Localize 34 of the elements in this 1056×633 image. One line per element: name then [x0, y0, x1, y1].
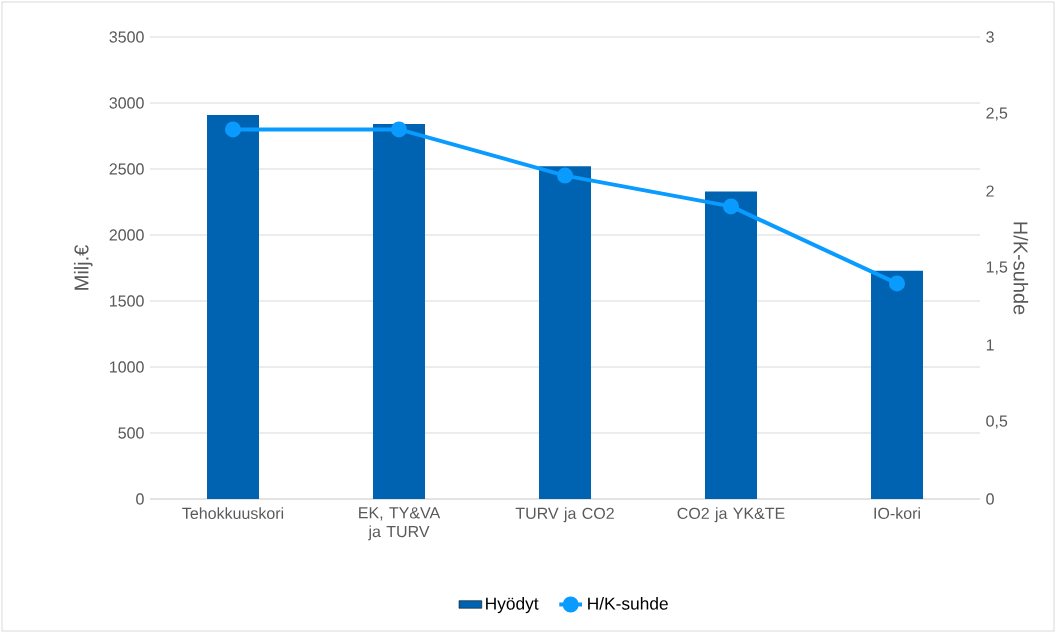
y-tick-label: 2500: [109, 163, 144, 175]
legend-label: H/K-suhde: [588, 596, 668, 610]
x-tick-label: Tehokkuuskori: [182, 507, 284, 520]
y-tick-label: 0: [136, 493, 144, 505]
point: [225, 121, 242, 138]
point: [557, 167, 574, 184]
bar: [373, 124, 426, 499]
y2-tick-label: 2,5: [986, 107, 1008, 121]
y2-tick-label: 1: [986, 339, 994, 351]
point: [391, 121, 408, 138]
y2-tick-label: 2: [986, 185, 994, 197]
y2-axis-title: H/K-suhde: [1013, 222, 1029, 315]
bar: [705, 191, 757, 499]
x-tick-label: EK, TY&VA ja TURV: [359, 507, 441, 541]
y-tick-label: 1000: [110, 361, 144, 373]
x-tick-label: TURV ja CO2: [515, 507, 614, 523]
x-tick-label: CO2 ja YK&TE: [677, 507, 785, 523]
bar: [207, 114, 259, 499]
bar: [539, 166, 592, 499]
y2-tick-label: 1,5: [986, 261, 1008, 275]
y2-tick-label: 0: [986, 493, 994, 505]
bar: [871, 270, 923, 499]
point: [723, 198, 740, 215]
y-tick-label: 3000: [109, 97, 144, 109]
y-tick-label: 500: [118, 427, 144, 439]
y2-tick-label: 3: [986, 31, 994, 43]
y-tick-label: 2000: [109, 229, 144, 241]
y2-tick-label: 0,5: [986, 415, 1008, 429]
point: [889, 275, 906, 292]
x-tick-label: IO-kori: [874, 507, 920, 520]
legend-label: Hyödyt: [486, 596, 539, 614]
y-tick-label: 3500: [109, 31, 144, 43]
y-axis-title: Milj.€: [73, 244, 93, 290]
y-tick-label: 1500: [110, 295, 144, 307]
